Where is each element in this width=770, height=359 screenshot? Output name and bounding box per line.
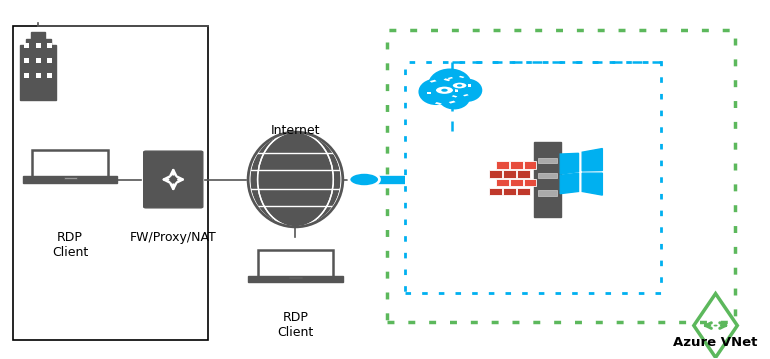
Text: RDP
Client: RDP Client xyxy=(52,231,89,259)
Bar xyxy=(468,84,471,87)
Bar xyxy=(497,179,509,186)
Bar xyxy=(47,58,52,63)
Bar xyxy=(463,94,469,96)
Bar xyxy=(445,87,448,89)
Bar xyxy=(405,62,661,294)
Bar xyxy=(387,30,735,322)
Bar xyxy=(430,80,437,83)
Circle shape xyxy=(707,325,711,326)
Bar xyxy=(35,43,41,48)
Bar xyxy=(517,170,530,177)
FancyBboxPatch shape xyxy=(258,250,333,277)
Bar xyxy=(13,26,208,340)
Bar xyxy=(497,161,509,169)
Bar xyxy=(517,188,530,195)
Bar xyxy=(524,179,537,186)
Bar xyxy=(35,73,41,78)
Bar xyxy=(504,188,516,195)
FancyBboxPatch shape xyxy=(23,176,117,183)
Bar xyxy=(47,43,52,48)
Bar xyxy=(452,95,457,98)
Polygon shape xyxy=(582,149,602,171)
Circle shape xyxy=(452,82,467,89)
Ellipse shape xyxy=(248,132,343,227)
Polygon shape xyxy=(561,153,578,174)
Text: FW/Proxy/NAT: FW/Proxy/NAT xyxy=(130,231,216,244)
Circle shape xyxy=(441,89,447,92)
Circle shape xyxy=(435,86,454,94)
Bar xyxy=(454,89,458,92)
Ellipse shape xyxy=(438,85,470,109)
Bar xyxy=(444,78,450,81)
Circle shape xyxy=(349,172,380,187)
Bar xyxy=(537,173,557,178)
Bar xyxy=(63,177,77,179)
Bar xyxy=(490,170,502,177)
Text: RDP
Client: RDP Client xyxy=(277,311,313,339)
Bar xyxy=(537,190,557,196)
Bar xyxy=(511,161,523,169)
Ellipse shape xyxy=(418,79,454,105)
Circle shape xyxy=(720,325,724,326)
Bar xyxy=(35,58,41,63)
Bar xyxy=(490,188,502,195)
FancyBboxPatch shape xyxy=(144,151,203,208)
Bar xyxy=(25,39,51,45)
Bar xyxy=(537,158,557,163)
Bar xyxy=(47,73,52,78)
Bar xyxy=(24,43,28,48)
Text: Internet: Internet xyxy=(271,124,320,137)
Bar xyxy=(504,170,516,177)
Ellipse shape xyxy=(428,69,472,101)
Ellipse shape xyxy=(451,79,482,102)
Bar xyxy=(289,277,302,278)
Bar xyxy=(534,142,561,217)
Bar xyxy=(31,32,45,39)
Bar xyxy=(435,102,442,105)
Bar xyxy=(20,45,56,100)
Polygon shape xyxy=(582,173,602,195)
Bar xyxy=(427,92,430,94)
Bar xyxy=(449,101,456,103)
Circle shape xyxy=(457,84,462,87)
Bar xyxy=(459,76,464,78)
Bar xyxy=(24,58,28,63)
FancyBboxPatch shape xyxy=(32,150,108,177)
Bar xyxy=(447,77,454,79)
FancyBboxPatch shape xyxy=(248,276,343,283)
Bar xyxy=(524,161,537,169)
Bar xyxy=(511,179,523,186)
Bar xyxy=(24,73,28,78)
Text: Azure VNet: Azure VNet xyxy=(674,336,758,349)
Polygon shape xyxy=(561,173,578,194)
Circle shape xyxy=(714,325,718,326)
